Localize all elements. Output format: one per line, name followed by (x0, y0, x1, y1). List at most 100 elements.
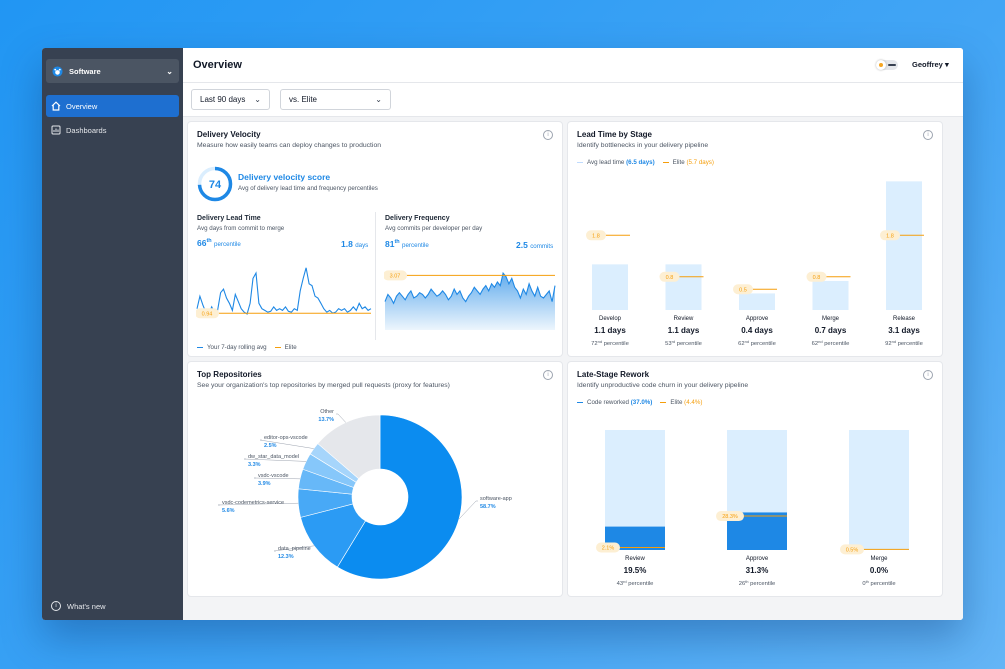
frequency-title: Delivery Frequency (385, 215, 450, 222)
workspace-selector[interactable]: Software ⌄ (46, 59, 179, 83)
info-icon[interactable]: i (543, 370, 553, 380)
stage-bar (665, 264, 702, 310)
stage-value: 1.1 days (668, 326, 700, 335)
benchmark-select[interactable]: vs. Elite ⌄ (280, 89, 391, 110)
legend-elite-value: (4.4%) (684, 399, 703, 406)
slice-label: data_pipeline (278, 546, 311, 552)
user-name: Geoffrey (912, 60, 943, 69)
leader-line (458, 500, 478, 520)
stage-name: Release (893, 316, 916, 322)
velocity-score-ring: 74 (197, 166, 233, 202)
percentile-number: 62 (812, 341, 818, 347)
elite-label-pill (196, 308, 219, 319)
card-subtitle: Identify bottlenecks in your delivery pi… (577, 142, 709, 149)
info-icon[interactable]: i (923, 370, 933, 380)
workspace-logo-icon (52, 65, 63, 77)
stage-name: Review (674, 316, 694, 322)
lead-time-legend: Avg lead time (6.5 days) Elite (5.7 days… (577, 159, 714, 166)
stage-value: 0.0% (870, 566, 888, 575)
legend-elite-swatch (274, 346, 281, 349)
legend-elite-swatch (662, 161, 669, 164)
legend-code-label: Code reworked (587, 399, 629, 406)
elite-label: 0.5% (846, 548, 859, 554)
percentile-suffix: rd (623, 579, 627, 584)
lead-time-percentile: 66th percentile (197, 238, 241, 248)
late-stage-rework-card: Late-Stage Rework Identify unproductive … (568, 362, 942, 596)
card-title: Delivery Velocity (197, 130, 261, 139)
stage-bar (812, 280, 849, 310)
stage-value: 0.7 days (815, 326, 847, 335)
stage-percentile: 92nd percentile (885, 339, 923, 347)
stage-name: Review (625, 556, 645, 562)
elite-label-pill (384, 270, 407, 281)
leader-line (243, 458, 307, 462)
legend-elite-label: Elite (284, 344, 297, 351)
toggle-knob (876, 60, 886, 70)
lead-time-stage-card: Lead Time by Stage Identify bottlenecks … (568, 122, 942, 356)
page-title: Overview (193, 59, 242, 71)
elite-label: 1.8 (592, 234, 600, 240)
legend-elite-swatch (660, 401, 667, 404)
legend-elite-label: Elite (670, 399, 683, 406)
stage-value: 3.1 days (888, 326, 920, 335)
elite-label-pill (596, 542, 620, 553)
lead-time-subtitle: Avg days from commit to merge (197, 225, 285, 232)
date-range-select[interactable]: Last 90 days ⌄ (191, 89, 270, 110)
donut-slice (336, 414, 463, 580)
leader-line (217, 502, 299, 506)
elite-label-pill (716, 511, 744, 522)
legend-avg-value: (6.5 days) (626, 159, 655, 166)
card-title: Lead Time by Stage (577, 130, 652, 139)
stage-name: Merge (870, 556, 888, 562)
info-icon[interactable]: i (923, 130, 933, 140)
chevron-down-icon: ⌄ (375, 95, 382, 104)
leader-line (259, 439, 314, 449)
repositories-donut-chart: software-app 58.7% data_pipeline 12.3% vsdc-… (217, 409, 512, 580)
stage-name: Develop (599, 316, 622, 322)
frequency-area (385, 273, 555, 330)
leader-line (253, 477, 301, 480)
sidebar-item-dashboards[interactable]: Dashboards (46, 119, 179, 141)
main-content: Overview Geoffrey ▾ Last 90 days ⌄ vs. E… (183, 48, 963, 620)
theme-toggle[interactable] (876, 60, 898, 70)
elite-label-pill (659, 271, 680, 282)
percentile-suffix: nd (892, 339, 896, 344)
elite-label-pill (880, 230, 900, 241)
legend-avg-swatch (577, 161, 583, 164)
slice-percent: 3.3% (248, 462, 261, 468)
stage-name: Merge (822, 316, 840, 322)
app-window: Software ⌄ Overview Dashboards i What's … (42, 48, 963, 620)
user-menu[interactable]: Geoffrey ▾ (912, 60, 949, 69)
card-subtitle: See your organization's top repositories… (197, 382, 450, 389)
frequency-value: 2.5 commits (516, 240, 554, 250)
frequency-chart: 3.07 (384, 270, 556, 330)
leader-line (273, 545, 315, 552)
frequency-subtitle: Avg commits per developer per day (385, 225, 483, 232)
percentile-suffix: rd (672, 339, 676, 344)
elite-label: 0.8 (813, 275, 821, 281)
sidebar-item-overview[interactable]: Overview (46, 95, 179, 117)
stage-bar (886, 181, 922, 310)
score-subtitle: Avg of delivery lead time and frequency … (238, 185, 378, 192)
velocity-score-value: 74 (209, 179, 222, 191)
card-title: Top Repositories (197, 370, 262, 379)
stage-value: 0.4 days (741, 326, 773, 335)
info-icon[interactable]: i (543, 130, 553, 140)
donut-slice (317, 414, 381, 480)
percentile-word: percentile (896, 341, 923, 347)
percentile-word: percentile (675, 341, 702, 347)
stage-percentile: 0th percentile (862, 579, 895, 587)
home-icon (51, 101, 61, 111)
lead-time-title: Delivery Lead Time (197, 215, 261, 222)
elite-label-pill (806, 271, 827, 282)
elite-label: 3.07 (390, 274, 401, 280)
stage-percentile: 43rd percentile (617, 579, 654, 587)
percentile-suffix: nd (745, 339, 749, 344)
chevron-down-icon: ⌄ (166, 66, 173, 76)
whats-new-link[interactable]: i What's new (51, 601, 106, 611)
dashboard-icon (51, 125, 61, 135)
stage-value: 1.1 days (594, 326, 626, 335)
whats-new-label: What's new (67, 601, 106, 611)
